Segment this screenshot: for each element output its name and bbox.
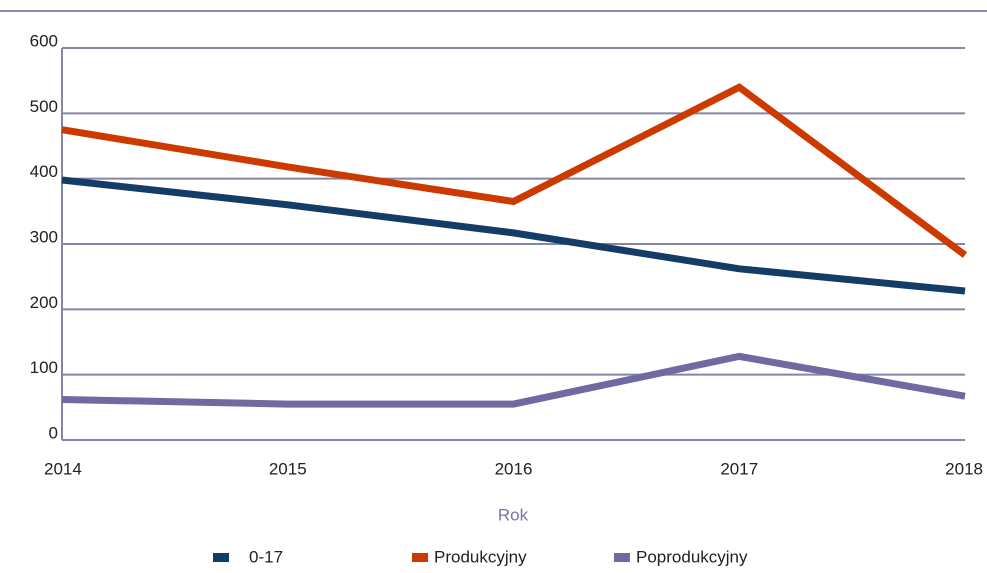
legend-swatch bbox=[213, 553, 229, 562]
legend-swatch bbox=[412, 553, 428, 562]
series-line bbox=[61, 352, 966, 408]
y-tick-label: 600 bbox=[30, 31, 58, 50]
y-tick-label: 100 bbox=[30, 358, 58, 377]
x-tick-label: 2016 bbox=[495, 459, 533, 478]
x-tick-label: 2018 bbox=[945, 459, 983, 478]
y-tick-label: 300 bbox=[30, 227, 58, 246]
y-tick-label: 500 bbox=[30, 97, 58, 116]
x-tick-label: 2014 bbox=[44, 459, 82, 478]
legend-label: Produkcyjny bbox=[434, 547, 527, 566]
legend-label: 0-17 bbox=[249, 547, 283, 566]
y-tick-label: 400 bbox=[30, 162, 58, 181]
series-line bbox=[61, 176, 966, 295]
y-tick-label: 0 bbox=[49, 423, 58, 442]
x-tick-label: 2017 bbox=[720, 459, 758, 478]
x-axis-label: Rok bbox=[498, 505, 529, 524]
legend-swatch bbox=[614, 553, 630, 562]
legend-label: Poprodukcyjny bbox=[636, 547, 748, 566]
series-line bbox=[61, 83, 968, 258]
y-tick-label: 200 bbox=[30, 293, 58, 312]
x-tick-label: 2015 bbox=[269, 459, 307, 478]
